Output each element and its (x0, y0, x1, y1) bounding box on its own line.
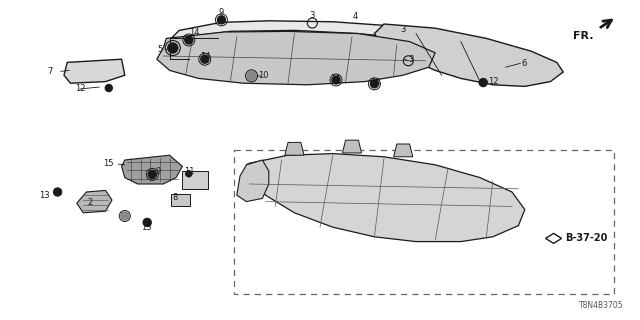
Text: 2: 2 (87, 198, 92, 207)
Circle shape (479, 78, 487, 86)
Text: 12: 12 (488, 77, 498, 86)
Circle shape (247, 71, 256, 80)
Text: 14: 14 (370, 78, 380, 87)
Text: 14: 14 (189, 28, 200, 37)
Polygon shape (237, 160, 269, 202)
Text: 6: 6 (522, 59, 527, 68)
Polygon shape (545, 233, 562, 244)
Text: 13: 13 (38, 191, 49, 200)
Circle shape (148, 170, 156, 179)
Text: 1: 1 (119, 212, 124, 221)
Text: FR.: FR. (573, 31, 593, 41)
Text: 14: 14 (330, 74, 340, 83)
Text: 13: 13 (141, 223, 152, 232)
Text: 8: 8 (173, 193, 178, 202)
Text: 15: 15 (104, 159, 114, 168)
Polygon shape (246, 154, 525, 242)
Text: 3: 3 (310, 11, 315, 20)
Text: 12: 12 (76, 84, 86, 93)
Polygon shape (394, 144, 413, 157)
Text: B-37-20: B-37-20 (566, 233, 608, 244)
Circle shape (218, 16, 225, 24)
Text: 9: 9 (156, 167, 161, 176)
Text: 7: 7 (48, 67, 53, 76)
Polygon shape (64, 59, 125, 83)
Polygon shape (374, 24, 563, 86)
Circle shape (332, 76, 340, 84)
Text: T8N4B3705: T8N4B3705 (579, 301, 624, 310)
Text: 3: 3 (408, 55, 413, 64)
Text: 11: 11 (184, 167, 195, 176)
Circle shape (54, 188, 61, 196)
Polygon shape (122, 155, 182, 184)
Circle shape (185, 36, 193, 44)
Circle shape (121, 212, 129, 220)
Text: 9: 9 (219, 8, 224, 17)
Circle shape (106, 84, 112, 92)
Circle shape (186, 171, 192, 177)
Bar (234, 150, 614, 294)
Circle shape (201, 55, 209, 63)
Text: 4: 4 (353, 12, 358, 21)
Polygon shape (77, 190, 112, 213)
Bar (171, 194, 190, 206)
Text: 14: 14 (200, 52, 210, 61)
Text: 10: 10 (258, 71, 268, 80)
Polygon shape (342, 140, 362, 153)
Polygon shape (157, 31, 435, 85)
Polygon shape (170, 21, 499, 50)
Bar (182, 171, 208, 189)
Text: 5: 5 (157, 45, 163, 54)
Circle shape (143, 218, 151, 226)
Polygon shape (285, 142, 304, 155)
Circle shape (168, 43, 178, 53)
Circle shape (371, 80, 378, 88)
Text: 3: 3 (401, 25, 406, 34)
